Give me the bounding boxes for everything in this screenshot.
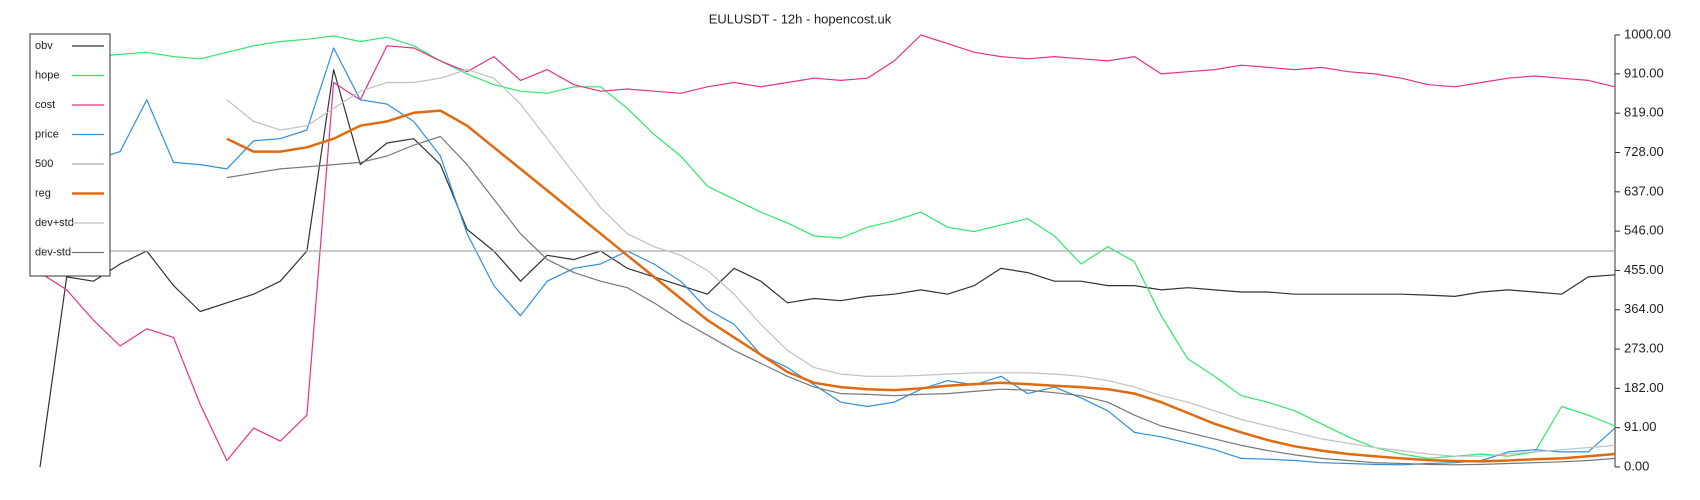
legend-label: reg <box>35 187 51 199</box>
legend-label: hope <box>35 69 59 81</box>
y-tick-label: 455.00 <box>1624 262 1664 277</box>
series-line <box>39 35 1616 459</box>
legend-label: dev-std <box>35 246 71 258</box>
y-tick-label: 91.00 <box>1624 419 1657 434</box>
y-tick-label: 728.00 <box>1624 144 1664 159</box>
y-tick-label: 1000.00 <box>1624 26 1671 41</box>
chart-title: EULUSDT - 12h - hopencost.uk <box>709 11 892 26</box>
legend-label: dev+std <box>35 217 74 229</box>
series-line <box>39 34 1616 462</box>
series-line <box>226 109 1616 463</box>
series-line <box>39 69 1616 468</box>
series-line <box>226 69 1616 457</box>
legend-label: obv <box>35 40 53 52</box>
series-line <box>39 47 1616 466</box>
y-tick-label: 273.00 <box>1624 341 1664 356</box>
legend-label: price <box>35 128 59 140</box>
series-line <box>226 135 1616 466</box>
y-tick-label: 819.00 <box>1624 105 1664 120</box>
legend-label: cost <box>35 99 55 111</box>
y-tick-label: 637.00 <box>1624 183 1664 198</box>
y-tick-label: 546.00 <box>1624 223 1664 238</box>
y-tick-label: 364.00 <box>1624 301 1664 316</box>
legend-label: 500 <box>35 158 53 170</box>
y-tick-label: 0.00 <box>1624 458 1649 473</box>
y-tick-label: 910.00 <box>1624 65 1664 80</box>
y-tick-label: 182.00 <box>1624 380 1664 395</box>
legend-box <box>29 33 111 277</box>
legend: obv hope cost price 500 reg dev+std dev-std <box>29 33 111 277</box>
